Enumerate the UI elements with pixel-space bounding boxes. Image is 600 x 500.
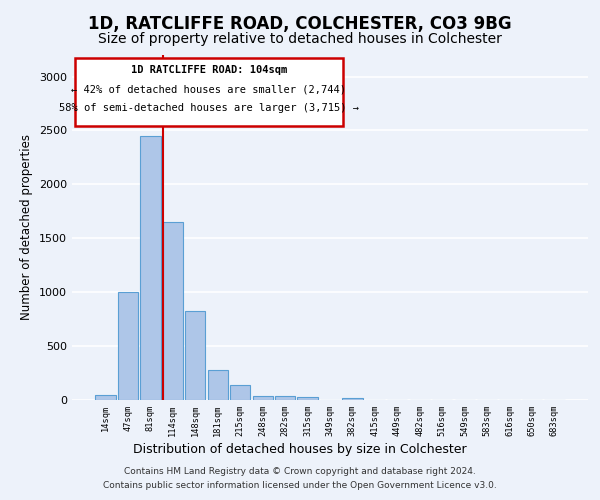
Bar: [140, 136, 161, 400]
Y-axis label: Number of detached properties: Number of detached properties: [20, 134, 34, 320]
Text: ← 42% of detached houses are smaller (2,744): ← 42% of detached houses are smaller (2,…: [71, 84, 346, 94]
Bar: [118, 292, 138, 400]
Bar: [208, 370, 228, 400]
Bar: [230, 385, 250, 400]
Text: 1D RATCLIFFE ROAD: 104sqm: 1D RATCLIFFE ROAD: 104sqm: [131, 66, 287, 76]
Bar: [343, 398, 362, 400]
Text: 1D, RATCLIFFE ROAD, COLCHESTER, CO3 9BG: 1D, RATCLIFFE ROAD, COLCHESTER, CO3 9BG: [88, 15, 512, 33]
Text: Contains HM Land Registry data © Crown copyright and database right 2024.: Contains HM Land Registry data © Crown c…: [124, 468, 476, 476]
Bar: [163, 222, 183, 400]
Bar: [298, 397, 317, 400]
Bar: [185, 310, 205, 400]
Bar: [95, 394, 116, 400]
Text: Contains public sector information licensed under the Open Government Licence v3: Contains public sector information licen…: [103, 481, 497, 490]
Bar: [253, 396, 273, 400]
FancyBboxPatch shape: [74, 58, 343, 126]
Text: Size of property relative to detached houses in Colchester: Size of property relative to detached ho…: [98, 32, 502, 46]
Bar: [275, 396, 295, 400]
Text: 58% of semi-detached houses are larger (3,715) →: 58% of semi-detached houses are larger (…: [59, 104, 359, 114]
Text: Distribution of detached houses by size in Colchester: Distribution of detached houses by size …: [133, 442, 467, 456]
